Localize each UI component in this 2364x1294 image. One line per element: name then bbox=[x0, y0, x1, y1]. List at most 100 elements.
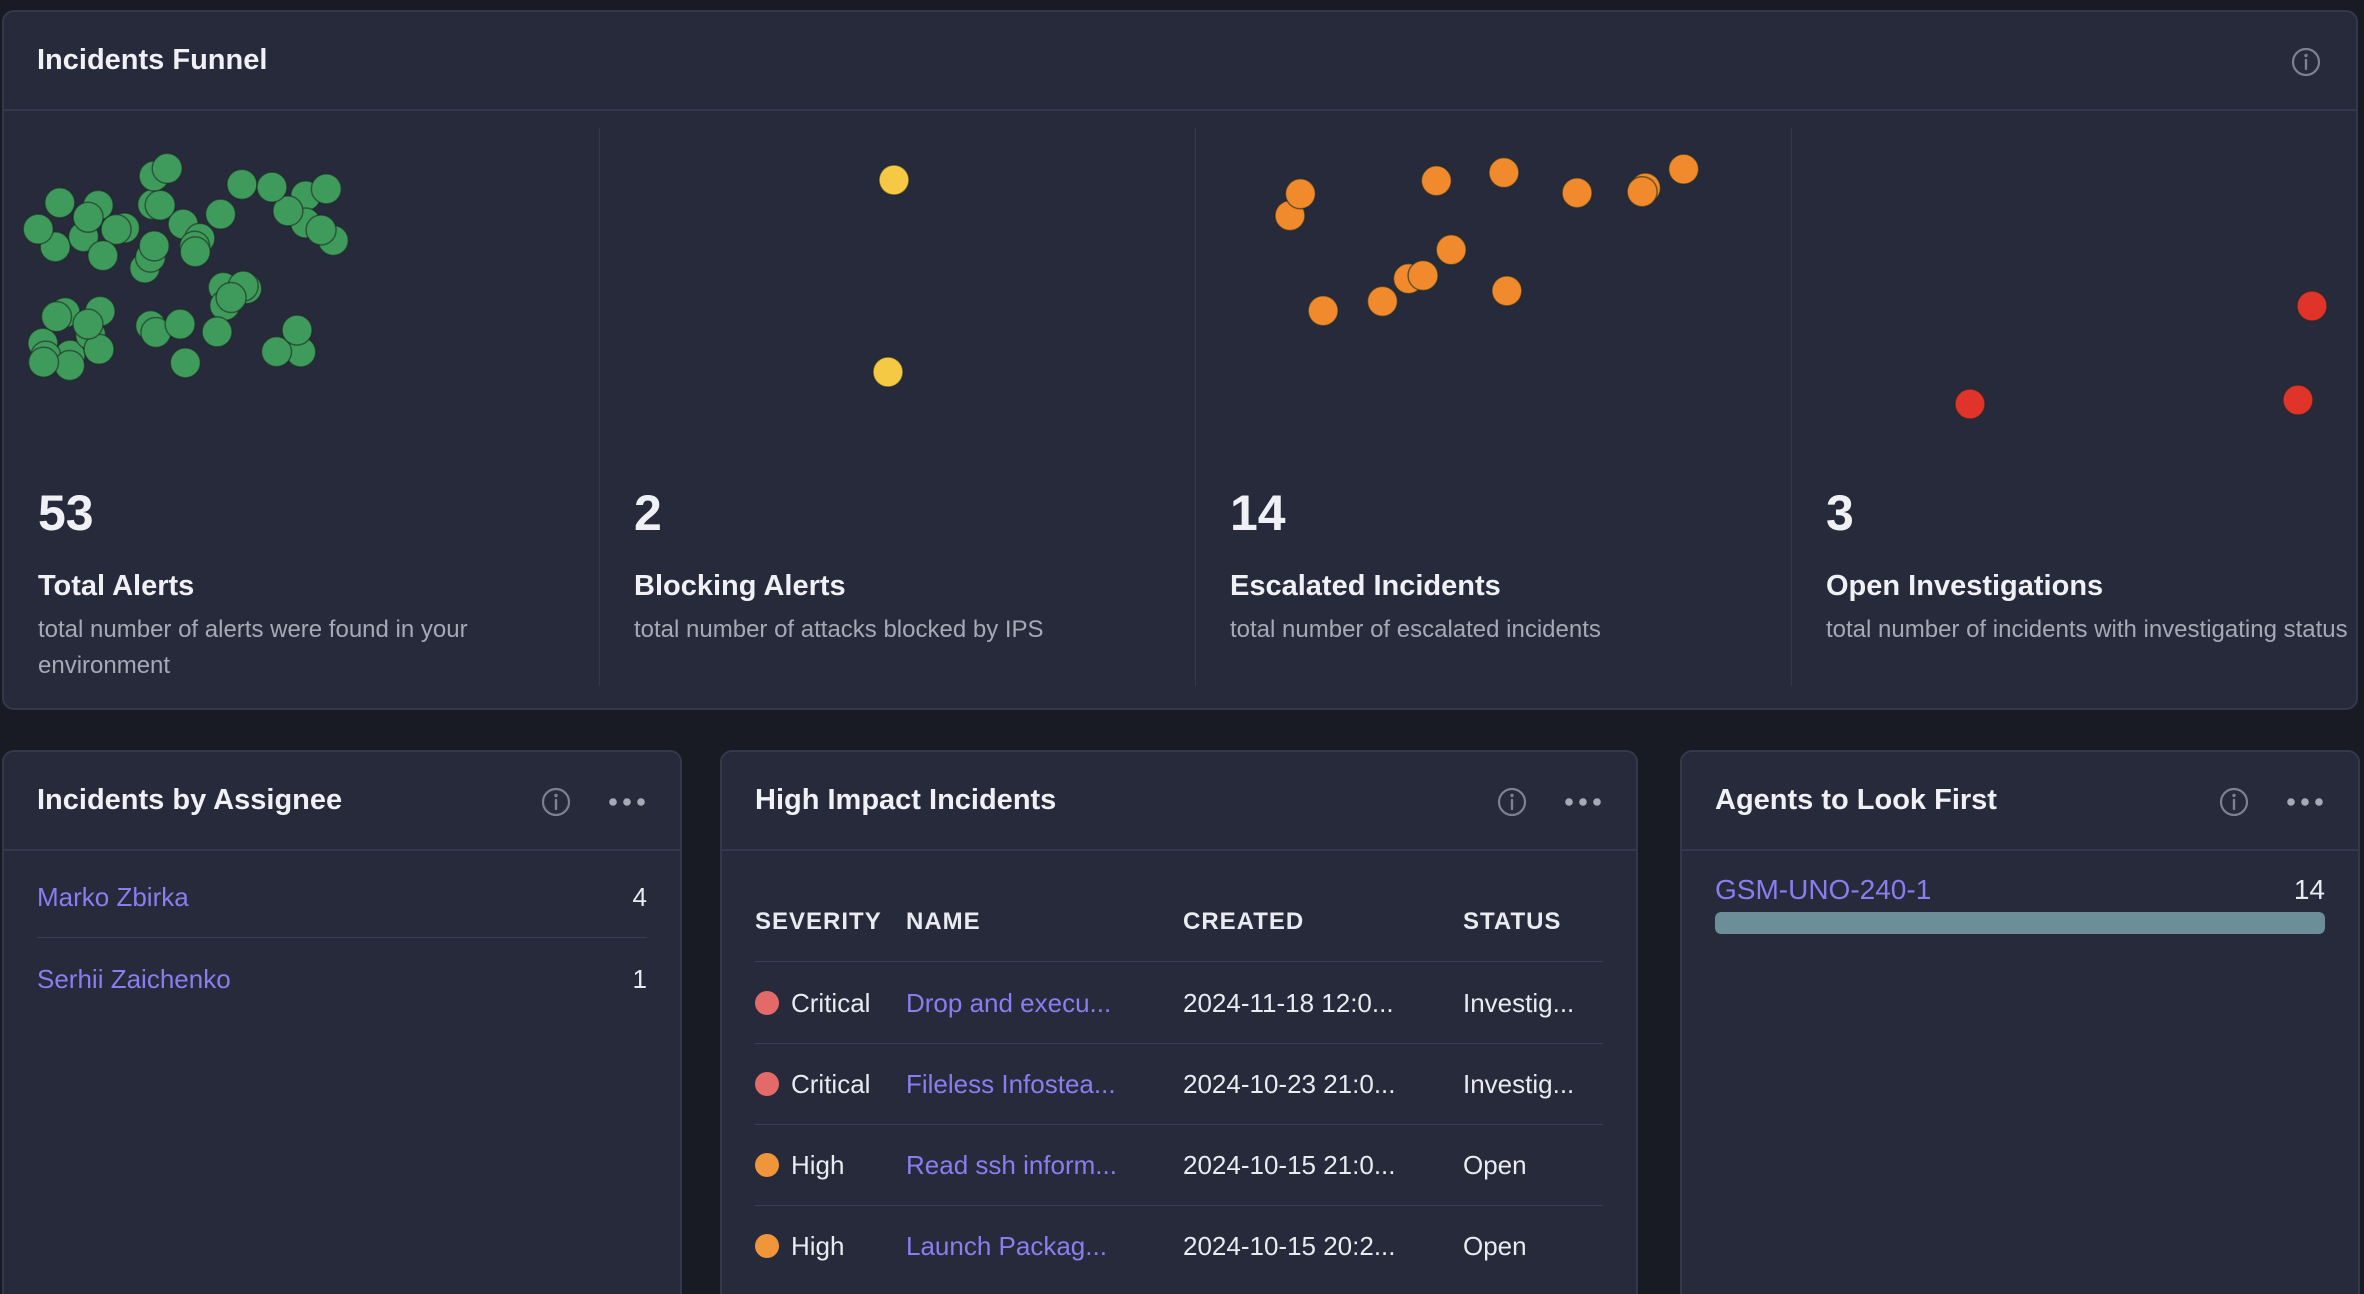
metric-description: total number of alerts were found in you… bbox=[38, 616, 468, 679]
more-dots-icon[interactable] bbox=[1563, 785, 1603, 819]
alert-dot[interactable] bbox=[72, 308, 104, 340]
alert-dot[interactable] bbox=[53, 349, 86, 382]
created-cell: 2024-11-18 12:0... bbox=[1183, 988, 1394, 1018]
severity-cell: Critical bbox=[755, 963, 870, 1043]
severity-dot-icon bbox=[755, 1234, 779, 1259]
alert-dot[interactable] bbox=[1491, 275, 1523, 307]
info-icon[interactable] bbox=[1495, 785, 1529, 819]
metric-label: Open Investigations bbox=[1826, 570, 2104, 602]
alert-dot[interactable] bbox=[201, 316, 233, 348]
alert-dot[interactable] bbox=[87, 239, 119, 272]
alert-dot[interactable] bbox=[226, 168, 258, 201]
alert-dot[interactable] bbox=[72, 201, 104, 233]
high-impact-incidents-card: High Impact Incidents SEVERITY NAME CREA… bbox=[720, 750, 1638, 1294]
card-title: High Impact Incidents bbox=[755, 784, 1057, 816]
alert-dot[interactable] bbox=[260, 335, 293, 368]
list-item[interactable]: Marko Zbirka 4 bbox=[37, 858, 647, 938]
table-row[interactable]: High Launch Packag... 2024-10-15 20:2...… bbox=[755, 1206, 1603, 1287]
table-row[interactable]: Critical Fileless Infostea... 2024-10-23… bbox=[755, 1044, 1603, 1125]
metric-value: 2 bbox=[634, 485, 662, 541]
alert-dot[interactable] bbox=[27, 346, 60, 378]
card-header: Incidents by Assignee bbox=[4, 752, 680, 851]
table-header: SEVERITY NAME CREATED STATUS bbox=[755, 882, 1603, 962]
alert-dot[interactable] bbox=[256, 171, 288, 203]
alert-dot[interactable] bbox=[1284, 178, 1317, 210]
metric-label: Escalated Incidents bbox=[1230, 570, 1501, 602]
alert-dot[interactable] bbox=[878, 164, 910, 196]
column-header-severity[interactable]: SEVERITY bbox=[755, 908, 882, 935]
incident-name-link[interactable]: Launch Packag... bbox=[906, 1231, 1107, 1261]
more-dots-icon[interactable] bbox=[2285, 785, 2325, 819]
table-row[interactable]: Critical Drop and execu... 2024-11-18 12… bbox=[755, 963, 1603, 1044]
incident-name-link[interactable]: Drop and execu... bbox=[906, 988, 1112, 1018]
alert-dot[interactable] bbox=[305, 214, 337, 246]
status-cell: Investig... bbox=[1463, 988, 1575, 1018]
alert-dot[interactable] bbox=[872, 356, 904, 388]
funnel-column-total-alerts[interactable]: 53 Total Alerts total number of alerts w… bbox=[4, 128, 600, 686]
alert-dot[interactable] bbox=[204, 198, 237, 230]
alert-dot[interactable] bbox=[2296, 290, 2328, 322]
severity-cell: High bbox=[755, 1125, 844, 1205]
card-title: Agents to Look First bbox=[1715, 784, 1997, 816]
alert-dot[interactable] bbox=[1667, 153, 1700, 185]
alert-dot[interactable] bbox=[144, 189, 176, 221]
info-icon[interactable] bbox=[2289, 45, 2323, 79]
alert-dot[interactable] bbox=[100, 213, 132, 246]
alert-dot[interactable] bbox=[138, 230, 170, 262]
table-row[interactable]: High Read ssh inform... 2024-10-15 21:0.… bbox=[755, 1125, 1603, 1206]
alert-dot[interactable] bbox=[215, 281, 247, 314]
agent-bar bbox=[1715, 912, 2325, 934]
card-header: Incidents Funnel bbox=[4, 12, 2356, 111]
assignee-name-link[interactable]: Marko Zbirka bbox=[37, 882, 189, 912]
column-header-created[interactable]: CREATED bbox=[1183, 908, 1305, 935]
funnel-column-open-investigations[interactable]: 3 Open Investigations total number of in… bbox=[1792, 128, 2356, 686]
card-header: Agents to Look First bbox=[1682, 752, 2358, 851]
alert-dot[interactable] bbox=[22, 213, 54, 245]
alert-dot[interactable] bbox=[1435, 234, 1467, 266]
incident-name-link[interactable]: Fileless Infostea... bbox=[906, 1069, 1116, 1099]
alert-dot[interactable] bbox=[169, 347, 202, 379]
metric-label: Total Alerts bbox=[38, 570, 195, 602]
agent-row[interactable]: GSM-UNO-240-1 14 bbox=[1715, 870, 2325, 910]
alert-dot[interactable] bbox=[164, 308, 196, 340]
alert-dot[interactable] bbox=[2282, 384, 2314, 416]
metric-description: total number of escalated incidents bbox=[1230, 616, 1601, 643]
incidents-by-assignee-card: Incidents by Assignee Marko Zbirka 4 Ser… bbox=[2, 750, 682, 1294]
alert-dot[interactable] bbox=[1407, 259, 1439, 292]
alert-dot[interactable] bbox=[1954, 388, 1986, 420]
severity-dot-icon bbox=[755, 991, 779, 1016]
alert-dot[interactable] bbox=[1366, 285, 1399, 318]
funnel-column-blocking-alerts[interactable]: 2 Blocking Alerts total number of attack… bbox=[600, 128, 1196, 686]
created-cell: 2024-10-15 21:0... bbox=[1183, 1150, 1396, 1180]
alert-dot[interactable] bbox=[179, 236, 211, 268]
agents-to-look-first-card: Agents to Look First GSM-UNO-240-1 14 bbox=[1680, 750, 2360, 1294]
severity-cell: Critical bbox=[755, 1044, 870, 1124]
alert-dot[interactable] bbox=[1561, 177, 1593, 209]
list-item[interactable]: Serhii Zaichenko 1 bbox=[37, 939, 647, 1019]
more-dots-icon[interactable] bbox=[607, 785, 647, 819]
alert-dot[interactable] bbox=[44, 187, 76, 219]
status-cell: Open bbox=[1463, 1231, 1527, 1261]
column-header-status[interactable]: STATUS bbox=[1463, 908, 1562, 935]
incidents-funnel-card: Incidents Funnel 53 Total Alerts total n… bbox=[2, 10, 2358, 710]
assignee-count: 1 bbox=[632, 963, 647, 994]
card-title: Incidents by Assignee bbox=[37, 784, 343, 816]
card-header: High Impact Incidents bbox=[722, 752, 1636, 851]
alert-dot[interactable] bbox=[1420, 165, 1453, 197]
alert-dot[interactable] bbox=[272, 195, 304, 227]
alert-dot[interactable] bbox=[1488, 156, 1520, 189]
column-header-name[interactable]: NAME bbox=[906, 908, 981, 935]
info-icon[interactable] bbox=[539, 785, 573, 819]
incident-name-link[interactable]: Read ssh inform... bbox=[906, 1150, 1117, 1180]
created-cell: 2024-10-15 20:2... bbox=[1183, 1231, 1396, 1261]
alert-dot[interactable] bbox=[281, 314, 313, 346]
alert-dot[interactable] bbox=[1626, 175, 1658, 208]
assignee-name-link[interactable]: Serhii Zaichenko bbox=[37, 963, 231, 994]
alert-dot[interactable] bbox=[310, 173, 343, 205]
info-icon[interactable] bbox=[2217, 785, 2251, 819]
funnel-column-escalated-incidents[interactable]: 14 Escalated Incidents total number of e… bbox=[1196, 128, 1792, 686]
agent-name-link[interactable]: GSM-UNO-240-1 bbox=[1715, 874, 1932, 905]
alert-dot[interactable] bbox=[151, 152, 183, 185]
alert-dot[interactable] bbox=[40, 300, 73, 333]
alert-dot[interactable] bbox=[1307, 295, 1339, 327]
